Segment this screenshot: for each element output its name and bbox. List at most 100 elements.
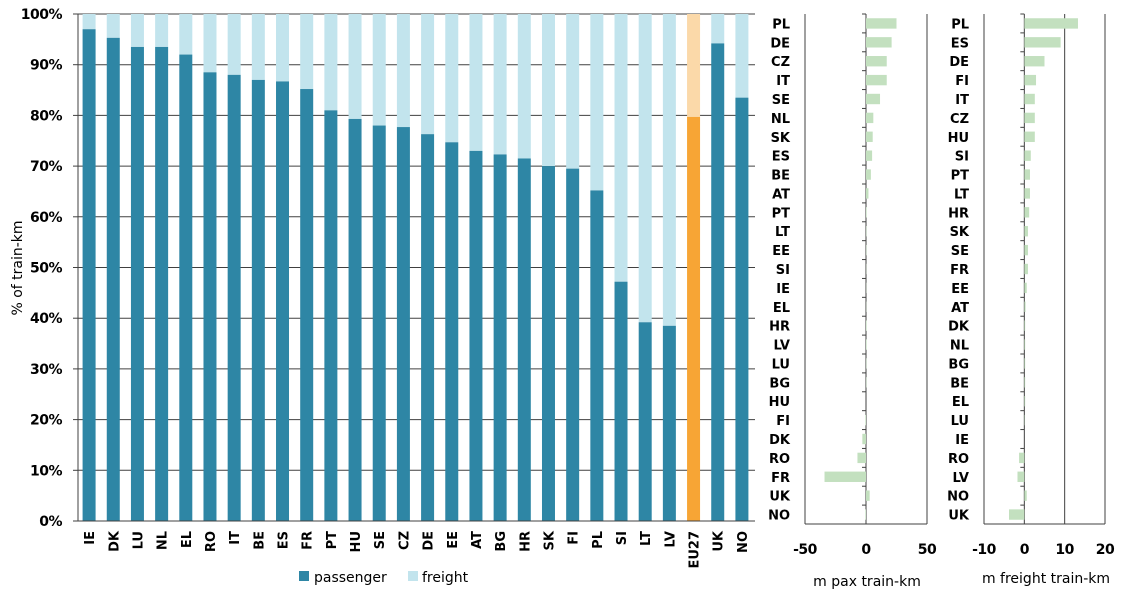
bar-passenger <box>228 75 241 521</box>
x-category-label: NO <box>736 531 751 553</box>
bar-passenger <box>566 169 579 521</box>
y-category-label: SI <box>955 150 969 165</box>
x-tick-label: 0 <box>1020 542 1030 558</box>
bar-freight <box>421 14 434 134</box>
y-category-label: ES <box>772 150 790 165</box>
bar-passenger <box>179 55 192 521</box>
x-category-label: EL <box>180 531 195 548</box>
bar-passenger <box>276 81 289 521</box>
bar <box>862 434 866 444</box>
y-category-label: FI <box>955 74 969 89</box>
y-category-label: RO <box>769 452 790 467</box>
bar <box>1024 245 1028 255</box>
bar-passenger <box>590 190 603 521</box>
y-category-label: IT <box>955 93 969 108</box>
bar-freight <box>228 14 241 75</box>
y-category-label: LV <box>773 339 790 354</box>
y-category-label: HR <box>769 320 790 335</box>
bar <box>1024 358 1025 368</box>
bar-freight <box>300 14 313 89</box>
bar-freight <box>518 14 531 158</box>
bar-passenger <box>469 151 482 521</box>
bar-freight <box>155 14 168 47</box>
y-category-label: PL <box>951 17 969 32</box>
y-category-label: LT <box>775 225 790 240</box>
bar <box>866 18 897 28</box>
bar-passenger <box>324 110 337 521</box>
x-category-label: SK <box>542 530 557 550</box>
y-category-label: FR <box>950 263 969 278</box>
bar <box>1024 264 1028 274</box>
x-category-label: FI <box>567 531 582 545</box>
y-category-label: NO <box>947 490 969 505</box>
x-category-label: DK <box>107 530 122 552</box>
bar-freight <box>494 14 507 154</box>
bar-passenger <box>639 322 652 521</box>
bar <box>1024 113 1034 123</box>
bar <box>866 207 867 217</box>
y-category-label: RO <box>948 452 969 467</box>
y-category-label: SE <box>772 93 790 108</box>
bar-passenger <box>107 38 120 521</box>
bar-freight <box>639 14 652 322</box>
bar-passenger <box>155 47 168 521</box>
y-category-label: SK <box>771 131 791 146</box>
x-category-label: NL <box>156 531 171 550</box>
bar-freight <box>276 14 289 81</box>
x-tick-label: -10 <box>972 542 997 558</box>
bar-freight <box>663 14 676 326</box>
legend-swatch-passenger <box>299 571 309 581</box>
bar-freight <box>445 14 458 142</box>
x-category-label: HU <box>349 531 364 552</box>
bar-freight <box>131 14 144 47</box>
bar <box>1024 490 1026 500</box>
y-category-label: SK <box>950 225 970 240</box>
y-category-label: PT <box>951 169 970 184</box>
main-y-axis-title: % of train-km <box>10 220 26 315</box>
legend-label-passenger: passenger <box>314 570 387 586</box>
legend-label-freight: freight <box>422 570 469 586</box>
bar <box>865 415 866 425</box>
x-category-label: IT <box>228 531 243 545</box>
y-category-label: DE <box>770 36 790 51</box>
bar-passenger <box>300 89 313 521</box>
y-category-label: PL <box>772 17 790 32</box>
y-category-label: LT <box>954 187 969 202</box>
y-tick-label: 100% <box>21 7 63 23</box>
bar-passenger <box>615 282 628 521</box>
y-category-label: IE <box>776 282 790 297</box>
y-tick-label: 0% <box>39 514 62 530</box>
bar-freight <box>83 14 96 29</box>
y-category-label: BG <box>948 357 969 372</box>
y-category-label: HR <box>948 206 969 221</box>
bar-freight <box>735 14 748 98</box>
bar <box>866 37 892 47</box>
x-category-label: LU <box>131 531 146 549</box>
bar-freight <box>711 14 724 43</box>
bar-freight <box>397 14 410 127</box>
bar <box>866 75 887 85</box>
bar <box>866 339 867 349</box>
x-category-label: CZ <box>397 531 412 550</box>
legend-swatch-freight <box>408 571 418 581</box>
x-tick-label: 0 <box>861 542 871 558</box>
bar <box>866 320 867 330</box>
bar-passenger <box>203 72 216 521</box>
y-tick-label: 60% <box>30 210 62 226</box>
bar <box>1024 283 1026 293</box>
y-category-label: EE <box>951 282 969 297</box>
x-category-label: SI <box>615 531 630 545</box>
y-category-label: NL <box>950 339 969 354</box>
bar <box>1024 226 1028 236</box>
y-category-label: BG <box>769 376 790 391</box>
bar <box>865 509 866 519</box>
bar-passenger <box>421 134 434 521</box>
bar <box>1024 37 1060 47</box>
y-category-label: BE <box>771 169 790 184</box>
y-tick-label: 50% <box>30 261 62 277</box>
bar <box>1024 302 1025 312</box>
x-category-label: EU27 <box>688 531 703 569</box>
